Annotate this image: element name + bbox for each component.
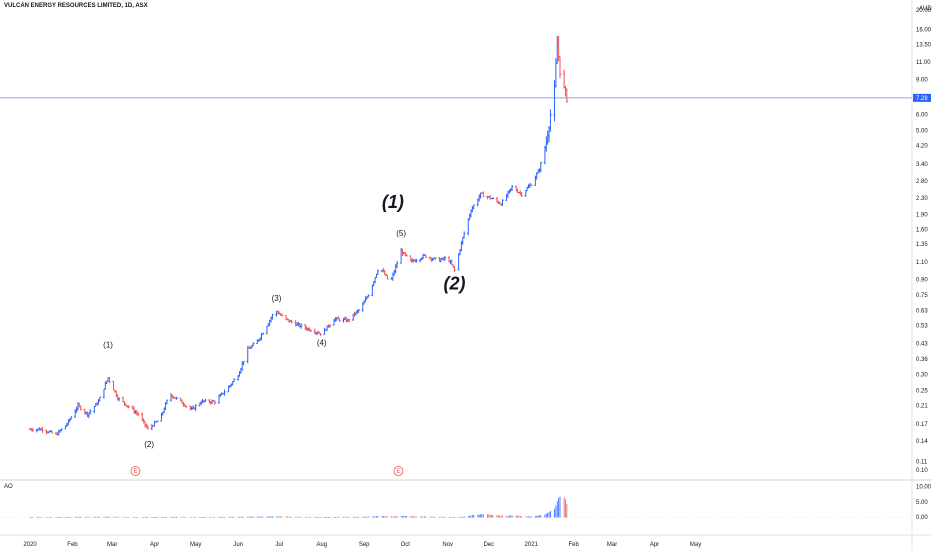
y-tick-label: 2.30 — [916, 196, 928, 202]
chart-title: VULCAN ENERGY RESOURCES LIMITED, 1D, ASX — [4, 3, 148, 9]
y-tick-label: 0.75 — [916, 293, 928, 299]
y-tick-label: 0.21 — [916, 404, 928, 410]
y-tick-label: 20.00 — [916, 8, 932, 14]
y-tick-label: 0.17 — [916, 422, 928, 428]
y-tick-label: 16.00 — [916, 28, 932, 34]
ao-tick-label: 5.00 — [916, 500, 928, 506]
wave-label: (3) — [272, 294, 282, 303]
x-tick-label: May — [190, 542, 201, 548]
ao-bars — [29, 496, 568, 518]
y-tick-label: 13.50 — [916, 42, 932, 48]
wave-label: (5) — [396, 229, 406, 238]
indicator-name: AO — [4, 484, 13, 490]
y-tick-label: 9.00 — [916, 77, 928, 83]
x-tick-label: Nov — [442, 542, 453, 548]
y-tick-label: 1.90 — [916, 212, 928, 218]
y-tick-label: 0.11 — [916, 460, 928, 466]
y-tick-label: 5.00 — [916, 128, 928, 134]
y-tick-label: 1.10 — [916, 260, 928, 266]
y-tick-label: 4.20 — [916, 144, 928, 150]
x-tick-label: Mar — [107, 542, 117, 548]
event-marker — [130, 466, 141, 476]
event-marker — [393, 466, 404, 476]
y-tick-label: 0.25 — [916, 388, 928, 394]
wave-label: (1) — [382, 192, 404, 212]
y-tick-label: 0.63 — [916, 308, 928, 314]
x-tick-label: 2021 — [525, 542, 539, 548]
ao-tick-label: 0.00 — [916, 515, 928, 521]
x-tick-label: Aug — [316, 542, 327, 548]
y-tick-label: 1.35 — [916, 242, 928, 248]
x-tick-label: 2020 — [23, 542, 37, 548]
last-price-label: 7.28 — [916, 96, 928, 102]
y-tick-label: 0.10 — [916, 468, 928, 474]
x-tick-label: Feb — [569, 542, 580, 548]
x-tick-label: Jul — [275, 542, 283, 548]
y-tick-label: 2.80 — [916, 179, 928, 185]
event-marker-label: E — [133, 469, 137, 475]
y-tick-label: 1.60 — [916, 227, 928, 233]
event-marker-label: E — [396, 469, 400, 475]
wave-label: (1) — [103, 341, 113, 350]
y-tick-label: 0.30 — [916, 373, 928, 379]
y-tick-label: 0.14 — [916, 439, 928, 445]
y-tick-label: 6.00 — [916, 113, 928, 119]
y-tick-label: 0.53 — [916, 323, 928, 329]
y-tick-label: 0.36 — [916, 357, 928, 363]
y-tick-label: 3.40 — [916, 162, 928, 168]
wave-label: (4) — [317, 338, 327, 347]
x-tick-label: Sep — [359, 542, 370, 548]
y-tick-label: 11.00 — [916, 60, 931, 66]
price-bars — [28, 35, 569, 436]
x-tick-label: Oct — [401, 542, 411, 548]
currency-label: AUD — [919, 6, 932, 12]
y-tick-label: 0.90 — [916, 277, 928, 283]
wave-label: (2) — [444, 274, 466, 294]
y-tick-label: 0.43 — [916, 341, 928, 347]
x-tick-label: Jun — [233, 542, 243, 548]
ao-tick-label: 10.00 — [916, 485, 932, 491]
x-tick-label: May — [690, 542, 701, 548]
x-tick-label: Dec — [483, 542, 494, 548]
x-tick-label: Feb — [67, 542, 78, 548]
wave-label: (2) — [144, 440, 154, 449]
last-price-badge — [913, 93, 931, 102]
x-tick-label: Apr — [150, 542, 159, 548]
x-tick-label: Mar — [607, 542, 617, 548]
x-tick-label: Apr — [650, 542, 659, 548]
